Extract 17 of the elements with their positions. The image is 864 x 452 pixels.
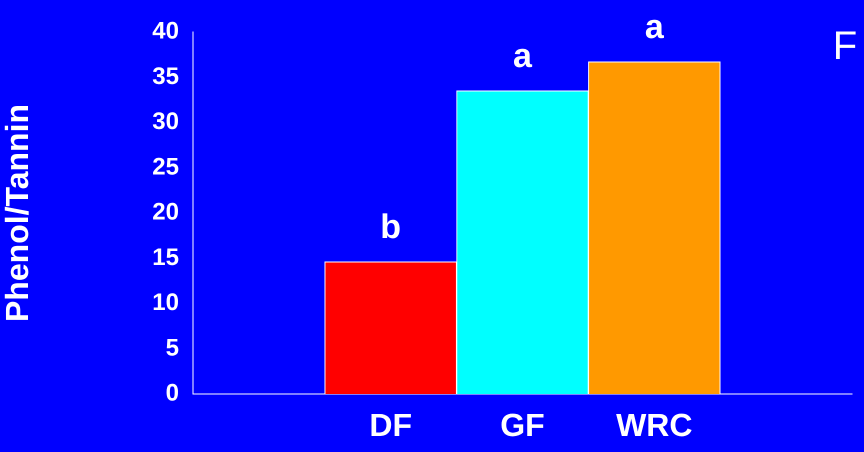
y-tick-label: 35 <box>152 62 179 90</box>
y-tick-label: 5 <box>166 334 179 362</box>
x-tick-label: DF <box>369 407 412 444</box>
y-tick-label: 10 <box>152 289 179 316</box>
y-tick-label: 40 <box>152 18 179 45</box>
y-tick-label: 15 <box>152 244 179 271</box>
y-tick-label: 30 <box>152 108 179 136</box>
annotation: F <box>832 24 858 68</box>
x-tick-label: GF <box>500 407 545 444</box>
y-tick-label: 20 <box>152 198 179 226</box>
y-axis-title: Phenol/Tannin <box>0 104 36 322</box>
annotation: a <box>644 8 665 46</box>
y-tick-label: 0 <box>166 380 179 407</box>
x-tick-label: WRC <box>616 407 693 444</box>
annotation: a <box>513 37 534 76</box>
annotation: b <box>380 208 402 246</box>
y-tick-label: 25 <box>152 153 179 180</box>
